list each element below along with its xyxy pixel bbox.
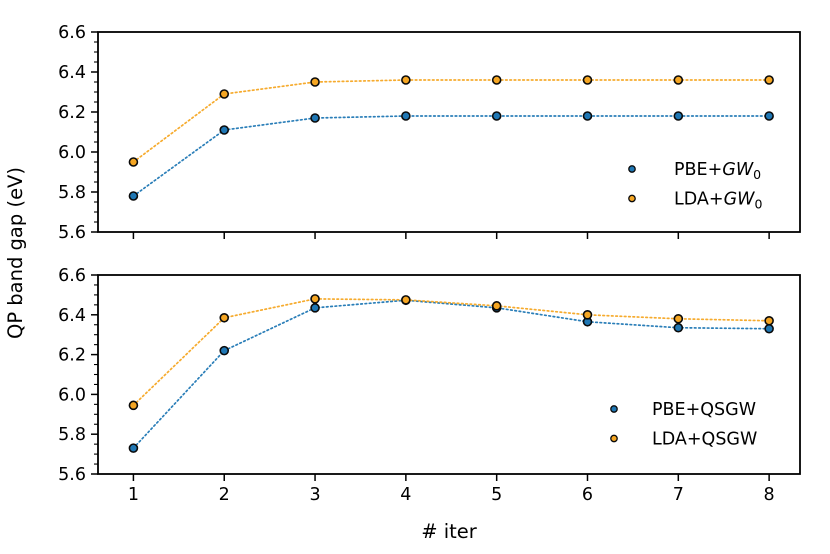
y-tick-label: 6.6	[58, 266, 86, 286]
data-point-PBE+GW0	[128, 191, 139, 201]
x-tick-label: 5	[491, 485, 502, 505]
data-point-PBE+QSGW	[673, 322, 684, 333]
legend-label: PBE+GW0	[674, 160, 761, 182]
series-line-LDA+QSGW	[132, 298, 770, 407]
data-point-PBE+QSGW	[764, 323, 774, 334]
legend-item-PBE+GW0: PBE+GW0	[628, 160, 761, 182]
y-axis-label: QP band gap (eV)	[4, 167, 27, 339]
y-tick-label: 5.6	[58, 465, 86, 485]
legend-marker	[628, 194, 636, 203]
x-tick-label: 1	[128, 485, 139, 505]
data-point-LDA+QSGW	[491, 301, 502, 311]
y-tick-label: 6.4	[58, 306, 86, 326]
data-point-LDA+GW0	[219, 89, 230, 99]
subplot-1: 5.6 5.8 6.0 6.2 6.4 6.6 PBE+GW0 LDA+GW0	[58, 23, 801, 243]
y-tick-label: 6.0	[58, 385, 86, 405]
legend-label: LDA+GW0	[674, 190, 762, 212]
legend-label: PBE+QSGW	[652, 400, 756, 420]
data-point-LDA+QSGW	[401, 295, 411, 305]
data-point-LDA+QSGW	[128, 400, 139, 411]
x-tick-label: 4	[400, 485, 411, 505]
data-point-LDA+GW0	[128, 157, 139, 167]
y-tick-label: 6.2	[58, 346, 86, 366]
data-point-LDA+QSGW	[219, 312, 230, 323]
data-point-LDA+GW0	[673, 75, 684, 85]
y-tick-label: 5.8	[58, 425, 86, 445]
data-point-PBE+GW0	[401, 111, 411, 121]
data-point-LDA+GW0	[310, 77, 320, 87]
y-tick-label: 6.6	[58, 23, 86, 43]
data-point-LDA+GW0	[582, 75, 593, 85]
y-tick-label: 6.0	[58, 143, 86, 163]
data-point-LDA+QSGW	[764, 315, 774, 326]
x-tick-label: 2	[219, 485, 230, 505]
x-tick-label: 3	[309, 485, 320, 505]
data-point-PBE+GW0	[582, 111, 593, 121]
subplot-2: 5.6 5.8 6.0 6.2 6.4 6.6 1 2 3 4 5 6 7 8 PBE+QSGW LDA+QS…	[58, 266, 801, 505]
data-point-LDA+QSGW	[673, 313, 684, 324]
legend-item-LDA+GW0: LDA+GW0	[628, 190, 762, 212]
y-tick-label: 5.6	[58, 223, 86, 243]
data-point-LDA+GW0	[491, 75, 502, 85]
series-line-PBE+GW0	[132, 115, 770, 197]
y-tick-label: 5.8	[58, 183, 86, 203]
data-point-PBE+GW0	[673, 111, 684, 121]
data-point-PBE+GW0	[764, 111, 774, 121]
y-tick-label: 6.4	[58, 63, 86, 83]
data-point-PBE+GW0	[219, 125, 230, 135]
legend-marker	[628, 165, 636, 173]
series-line-LDA+GW0	[132, 79, 770, 163]
y-tick-label: 6.2	[58, 103, 86, 123]
data-point-PBE+QSGW	[219, 345, 230, 356]
series-line-PBE+QSGW	[132, 299, 770, 449]
data-point-LDA+QSGW	[582, 309, 593, 320]
legend-marker	[610, 405, 618, 413]
legend-item-PBE+QSGW: PBE+QSGW	[610, 400, 756, 420]
x-axis-label: # iter	[421, 520, 478, 543]
data-point-PBE+GW0	[310, 113, 320, 123]
subplots: 5.6 5.8 6.0 6.2 6.4 6.6 PBE+GW0 LDA+GW0 5.6 5.8 6.…	[58, 23, 801, 505]
legend-label: LDA+QSGW	[652, 430, 757, 450]
data-point-PBE+QSGW	[310, 303, 320, 313]
data-point-LDA+GW0	[764, 75, 774, 85]
data-point-PBE+GW0	[491, 111, 502, 121]
legend: PBE+QSGW LDA+QSGW	[610, 400, 757, 450]
legend-item-LDA+QSGW: LDA+QSGW	[610, 430, 757, 450]
legend: PBE+GW0 LDA+GW0	[628, 160, 762, 212]
x-tick-label: 7	[673, 485, 684, 505]
x-tick-label: 8	[764, 485, 775, 505]
x-tick-label: 6	[582, 485, 593, 505]
data-point-PBE+QSGW	[128, 443, 139, 453]
data-point-LDA+QSGW	[310, 294, 320, 304]
data-point-LDA+GW0	[401, 75, 411, 85]
legend-marker	[610, 434, 618, 443]
